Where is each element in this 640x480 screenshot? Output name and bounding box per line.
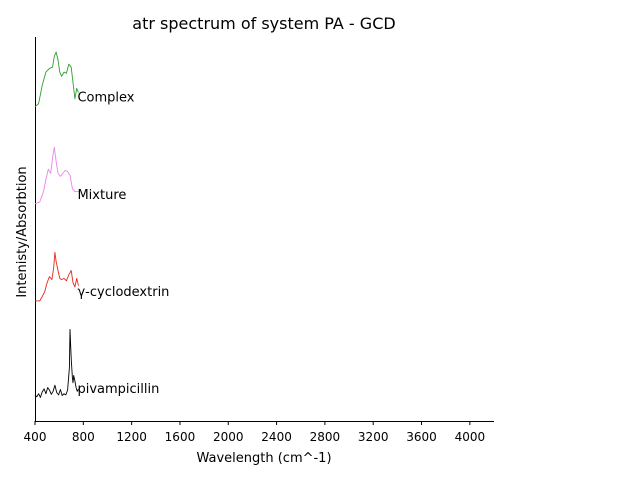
x-tick-label: 2000 bbox=[213, 430, 244, 444]
x-tick-label: 400 bbox=[24, 430, 47, 444]
series-label: pivampicillin bbox=[77, 382, 159, 397]
x-tick-label: 2400 bbox=[261, 430, 292, 444]
x-tick-label: 1200 bbox=[116, 430, 147, 444]
series-line bbox=[34, 51, 79, 108]
x-axis-label: Wavelength (cm^-1) bbox=[196, 451, 331, 466]
series-layer bbox=[34, 51, 79, 398]
x-tick-label: 800 bbox=[72, 430, 95, 444]
x-axis-ticks: 400 800 1200 1600 2000 2400 2800 3200 3600 4000 bbox=[24, 421, 486, 444]
series-label: γ-cyclodextrin bbox=[77, 285, 169, 300]
x-tick-label: 3600 bbox=[406, 430, 437, 444]
series-label: Mixture bbox=[77, 188, 126, 203]
chart-title: atr spectrum of system PA - GCD bbox=[132, 14, 395, 33]
series-label: Complex bbox=[77, 91, 134, 106]
series-line bbox=[35, 251, 79, 302]
series-line bbox=[34, 328, 79, 398]
series-labels: pivampicillin γ-cyclodextrin Mixture Comple… bbox=[77, 91, 169, 397]
x-tick-label: 3200 bbox=[358, 430, 389, 444]
y-axis-label: Intenisty/Absorbtion bbox=[15, 166, 30, 297]
x-tick-label: 1600 bbox=[165, 430, 196, 444]
x-tick-label: 2800 bbox=[310, 430, 341, 444]
x-tick-label: 4000 bbox=[455, 430, 486, 444]
series-line bbox=[34, 146, 79, 205]
